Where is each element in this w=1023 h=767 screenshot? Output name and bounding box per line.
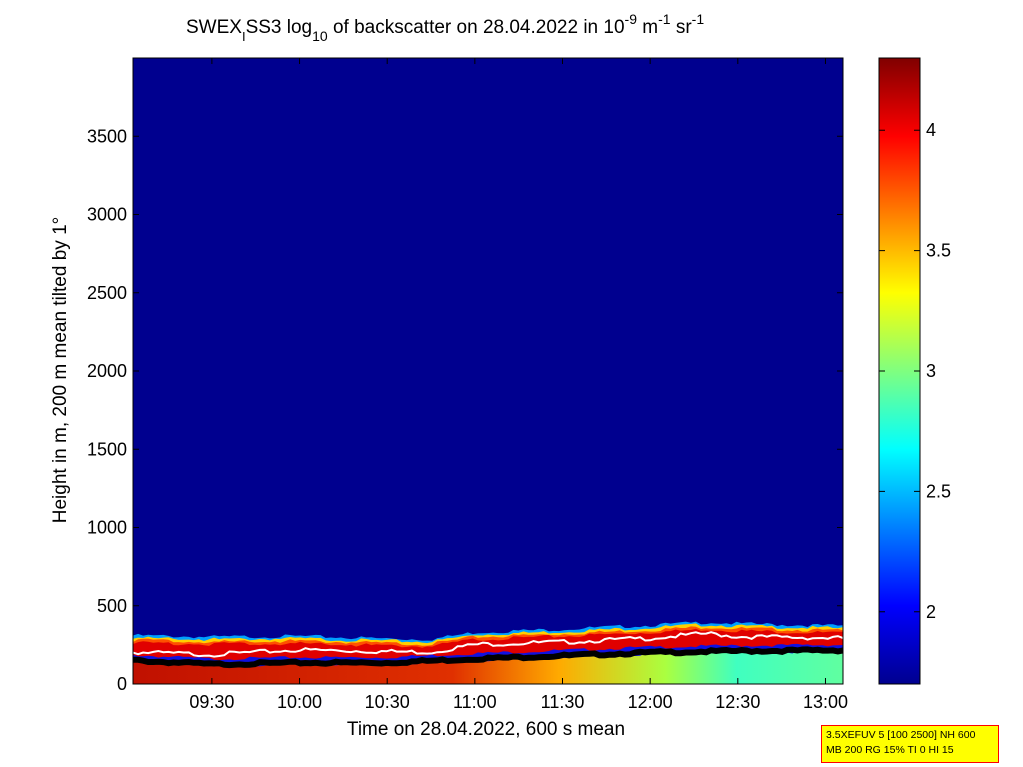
y-tick-label: 3000 [87,205,127,225]
layer-height-line [133,631,843,658]
colorbar-tick-label: 3.5 [926,241,951,261]
x-tick-label: 12:00 [628,692,673,712]
colorbar-ticks: 2 2.5 3 3.5 4 [879,120,951,622]
x-tick-label: 10:30 [365,692,410,712]
mixing-height-line [133,646,843,669]
y-axis-title: Height in m, 200 m mean tilted by 1° [50,217,71,523]
plot-area [133,58,843,684]
y-axis: 0 500 1000 1500 2000 2500 3000 3500 [87,126,843,694]
y-tick-label: 1000 [87,518,127,538]
colorbar-tick-label: 4 [926,120,936,140]
x-axis-title: Time on 28.04.2022, 600 s mean [347,719,625,740]
chart-title: SWEXISS3 log10 of backscatter on 28.04.2… [186,11,704,44]
x-tick-label: 11:30 [541,692,585,712]
colorbar-tick-label: 2.5 [926,481,951,501]
info-line-1: 3.5XEFUV 5 [100 2500] NH 600 [826,729,976,741]
x-axis: 09:30 10:00 10:30 11:00 11:30 12:00 12:30 13:00 [189,58,848,712]
backscatter-layers [133,621,843,684]
near-ground-signal [133,651,843,684]
colorbar-tick-label: 3 [926,361,936,381]
x-tick-label: 11:00 [453,692,497,712]
processing-info-box: 3.5XEFUV 5 [100 2500] NH 600 MB 200 RG 1… [821,725,999,763]
y-tick-label: 1500 [87,439,127,459]
x-tick-label: 13:00 [803,692,848,712]
y-tick-label: 0 [117,674,127,694]
y-tick-label: 500 [97,596,127,616]
colorbar [878,57,921,685]
x-tick-label: 12:30 [715,692,760,712]
x-tick-label: 10:00 [277,692,322,712]
y-tick-label: 3500 [87,126,127,146]
y-tick-label: 2500 [87,283,127,303]
y-tick-label: 2000 [87,361,127,381]
colorbar-tick-label: 2 [926,602,936,622]
x-tick-label: 09:30 [189,692,234,712]
info-line-2: MB 200 RG 15% TI 0 HI 15 [826,744,954,756]
